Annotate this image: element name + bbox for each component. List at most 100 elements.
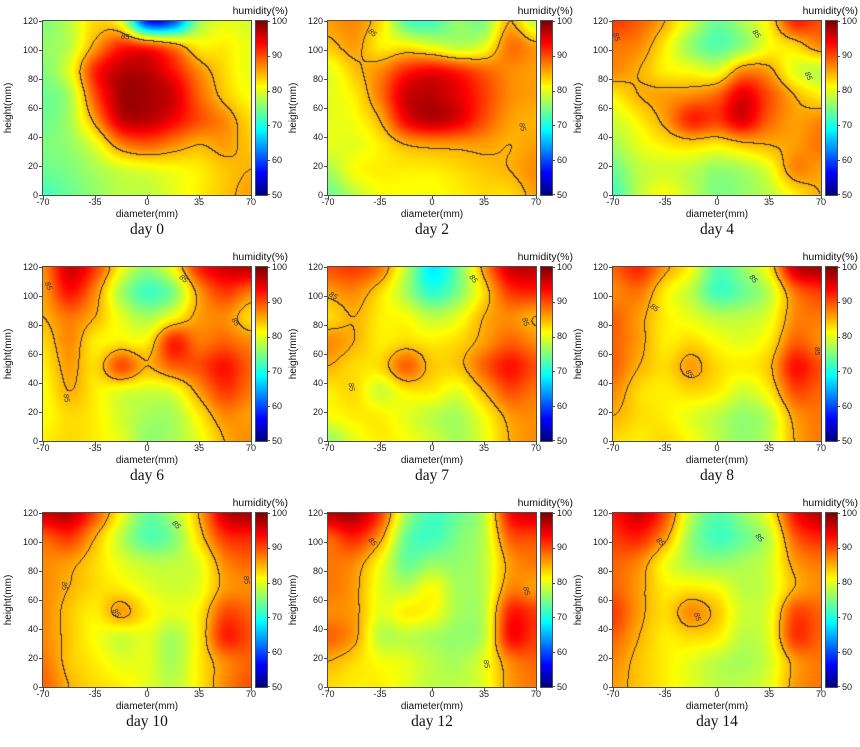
colorbar-canvas bbox=[541, 267, 552, 441]
colorbar-tick-mark bbox=[552, 125, 555, 127]
y-tick-label: 60 bbox=[597, 102, 608, 113]
colorbar-tick-label: 70 bbox=[842, 365, 853, 376]
y-tick-label: 40 bbox=[312, 377, 323, 388]
colorbar-tick-mark bbox=[267, 513, 270, 514]
y-tick-label: 120 bbox=[592, 261, 608, 272]
x-tick-mark bbox=[484, 688, 485, 691]
y-tick-label: 0 bbox=[602, 189, 608, 200]
x-tick-mark bbox=[769, 688, 770, 691]
colorbar-tick-mark bbox=[267, 371, 270, 373]
colorbar-tick-mark bbox=[552, 90, 555, 92]
colorbar-tick-label: 80 bbox=[272, 85, 283, 96]
colorbar-tick-mark bbox=[552, 371, 555, 373]
panel-caption: day 2 bbox=[414, 221, 449, 238]
y-tick-label: 40 bbox=[27, 131, 38, 142]
y-tick-mark bbox=[39, 296, 42, 297]
y-tick-mark bbox=[324, 354, 327, 355]
colorbar-tick-label: 90 bbox=[272, 296, 283, 307]
colorbar-tick-mark bbox=[552, 21, 555, 22]
x-axis-label: diameter(mm) bbox=[685, 455, 749, 466]
x-tick-label: 70 bbox=[530, 443, 541, 453]
y-tick-mark bbox=[324, 50, 327, 51]
y-tick-mark bbox=[324, 513, 327, 514]
x-tick-label: 35 bbox=[763, 443, 774, 453]
heatmap-canvas bbox=[43, 513, 251, 687]
y-tick-label: 60 bbox=[312, 102, 323, 113]
x-tick-label: -35 bbox=[88, 443, 102, 453]
y-tick-mark bbox=[39, 658, 42, 659]
colorbar-label: humidity(%) bbox=[517, 251, 573, 263]
colorbar-tick-mark bbox=[837, 440, 840, 441]
x-tick-label: 0 bbox=[714, 197, 720, 207]
y-axis-label: height(mm) bbox=[3, 574, 14, 626]
x-tick-label: 35 bbox=[193, 197, 204, 207]
y-tick-mark bbox=[39, 50, 42, 51]
panel-day-8: 85 85 85 85 -70 -35 0 35 70 120 100 80 60 40 20 0 diamet… bbox=[570, 246, 858, 492]
x-tick-label: 70 bbox=[245, 197, 256, 207]
colorbar-tick-label: 90 bbox=[557, 50, 568, 61]
colorbar-tick-label: 80 bbox=[557, 85, 568, 96]
y-tick-label: 100 bbox=[307, 290, 323, 301]
x-tick-label: -35 bbox=[658, 689, 672, 699]
y-tick-label: 60 bbox=[312, 348, 323, 359]
colorbar-tick-mark bbox=[837, 617, 840, 619]
colorbar-tick-label: 80 bbox=[557, 577, 568, 588]
y-tick-label: 0 bbox=[602, 435, 608, 446]
colorbar-canvas bbox=[256, 21, 267, 195]
y-tick-label: 100 bbox=[592, 536, 608, 547]
y-tick-label: 120 bbox=[307, 15, 323, 26]
x-tick-label: 0 bbox=[429, 689, 435, 699]
panel-day-2: 85 85 -70 -35 0 35 70 120 100 80 60 40 20 0 diameter(m… bbox=[285, 0, 573, 246]
y-tick-mark bbox=[609, 166, 612, 167]
y-tick-mark bbox=[609, 50, 612, 51]
colorbar-tick-label: 90 bbox=[842, 50, 853, 61]
y-tick-mark bbox=[324, 267, 327, 268]
colorbar-tick-mark bbox=[552, 194, 555, 195]
colorbar-tick-mark bbox=[552, 336, 555, 338]
y-tick-mark bbox=[39, 600, 42, 601]
colorbar-canvas bbox=[541, 21, 552, 195]
x-tick-mark bbox=[432, 442, 433, 445]
heatmap-canvas bbox=[328, 267, 536, 441]
x-axis-label: diameter(mm) bbox=[115, 455, 179, 466]
y-axis-label: height(mm) bbox=[288, 82, 299, 134]
colorbar-tick-mark bbox=[552, 686, 555, 687]
x-tick-label: -35 bbox=[373, 443, 387, 453]
y-tick-label: 100 bbox=[592, 290, 608, 301]
heatmap-canvas bbox=[328, 513, 536, 687]
colorbar-tick-mark bbox=[267, 55, 270, 57]
y-tick-mark bbox=[609, 412, 612, 413]
x-tick-label: -35 bbox=[88, 689, 102, 699]
y-tick-label: 80 bbox=[597, 73, 608, 84]
y-tick-mark bbox=[609, 79, 612, 80]
y-tick-mark bbox=[324, 600, 327, 601]
y-tick-label: 20 bbox=[597, 406, 608, 417]
x-tick-mark bbox=[717, 442, 718, 445]
y-tick-label: 20 bbox=[597, 652, 608, 663]
x-axis-label: diameter(mm) bbox=[685, 209, 749, 220]
y-tick-mark bbox=[39, 166, 42, 167]
x-tick-mark bbox=[536, 688, 537, 691]
y-tick-label: 120 bbox=[307, 507, 323, 518]
colorbar-tick-label: 80 bbox=[842, 85, 853, 96]
y-axis-label: height(mm) bbox=[288, 328, 299, 380]
x-tick-mark bbox=[328, 688, 329, 691]
x-tick-label: -70 bbox=[321, 689, 335, 699]
x-tick-label: 70 bbox=[530, 197, 541, 207]
x-tick-mark bbox=[380, 196, 381, 199]
y-axis-label: height(mm) bbox=[573, 574, 584, 626]
colorbar-tick-label: 60 bbox=[557, 646, 568, 657]
panel-day-12: 85 85 85 -70 -35 0 35 70 120 100 80 60 40 20 0 diameter… bbox=[285, 492, 573, 738]
x-tick-mark bbox=[484, 196, 485, 199]
y-tick-mark bbox=[324, 108, 327, 109]
heatmap-canvas bbox=[613, 267, 821, 441]
contour-label: 85 bbox=[813, 346, 823, 356]
heatmap-canvas bbox=[613, 513, 821, 687]
y-tick-label: 0 bbox=[32, 435, 38, 446]
colorbar-tick-mark bbox=[837, 547, 840, 549]
x-tick-mark bbox=[432, 196, 433, 199]
y-tick-label: 60 bbox=[27, 594, 38, 605]
x-tick-label: -35 bbox=[88, 197, 102, 207]
y-tick-mark bbox=[609, 108, 612, 109]
y-tick-mark bbox=[39, 629, 42, 630]
